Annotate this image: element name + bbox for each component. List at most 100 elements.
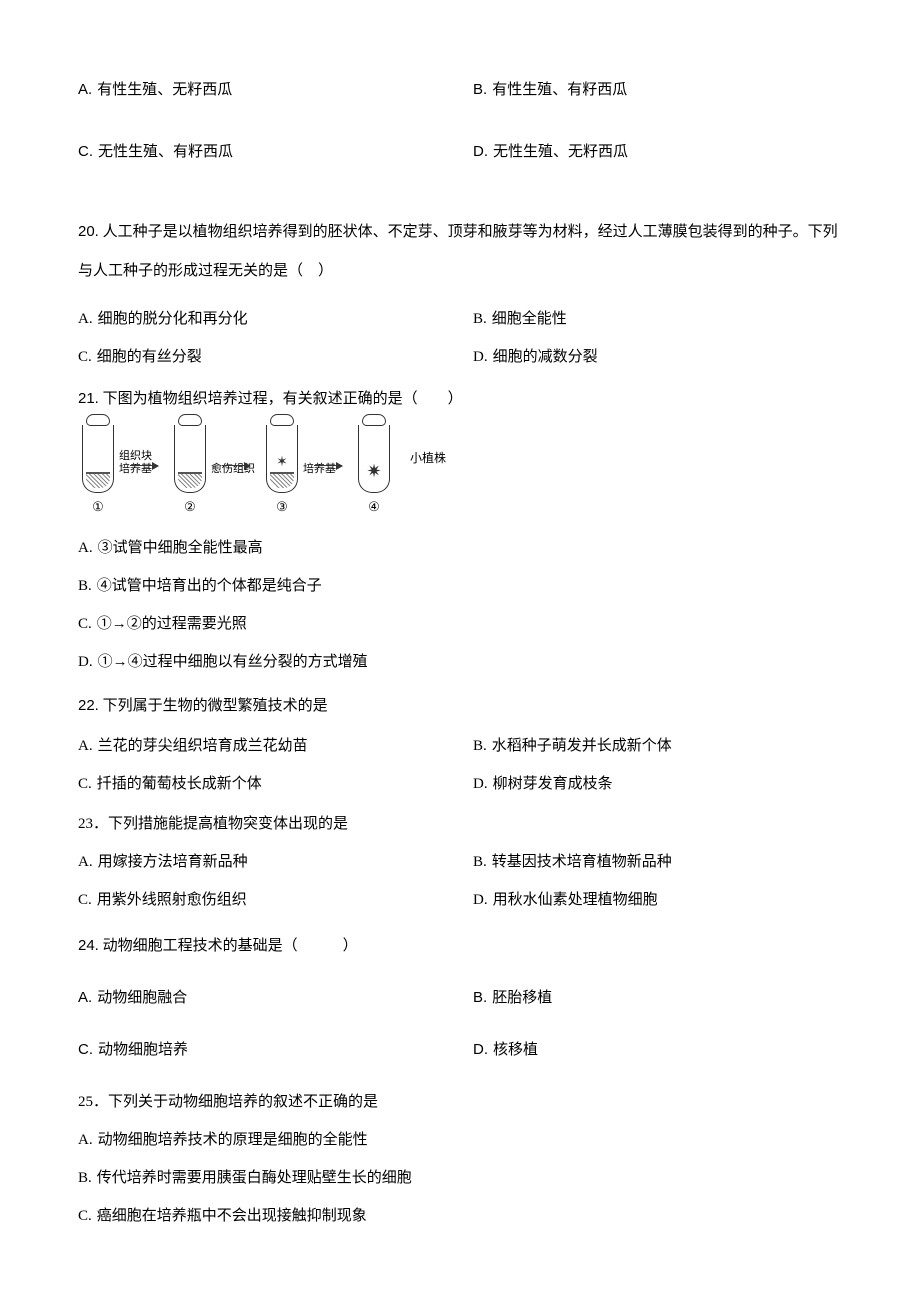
tube-cap-icon [270, 414, 294, 426]
q25-text: 下列关于动物细胞培养的叙述不正确的是 [108, 1094, 378, 1110]
tube-1-num: ① [92, 497, 104, 518]
option-b-label: B. [78, 574, 92, 598]
option-b-text: 传代培养时需要用胰蛋白酶处理贴壁生长的细胞 [97, 1166, 412, 1190]
option-b-label: B. [78, 1166, 92, 1190]
q20-options-row2: C. 细胞的有丝分裂 D. 细胞的减数分裂 [78, 345, 842, 369]
q22-options-row2: C. 扦插的葡萄枝长成新个体 D. 柳树芽发育成枝条 [78, 772, 842, 796]
option-b-text: 胚胎移植 [492, 986, 552, 1010]
q23-stem: 23．下列措施能提高植物突变体出现的是 [78, 812, 842, 836]
option-d-text: 细胞的减数分裂 [493, 345, 598, 369]
option-a-label: A. [78, 850, 93, 874]
q23-text: 下列措施能提高植物突变体出现的是 [108, 816, 348, 832]
option-b-label: B. [473, 986, 487, 1010]
option-c-label: C. [78, 772, 92, 796]
q22-option-d: D. 柳树芽发育成枝条 [473, 772, 842, 796]
option-b-text: 细胞全能性 [492, 307, 567, 331]
q20-text: 人工种子是以植物组织培养得到的胚状体、不定芽、顶芽和腋芽等为材料，经过人工薄膜包… [78, 224, 838, 279]
q21-num: 21. [78, 390, 99, 407]
tube-4-body: ✷ [358, 425, 390, 493]
q20-options-row1: A. 细胞的脱分化和再分化 B. 细胞全能性 [78, 307, 842, 331]
q21-option-a: A. ③试管中细胞全能性最高 [78, 536, 842, 560]
option-c-label: C. [78, 1204, 92, 1228]
option-c-label: C. [78, 612, 92, 636]
option-c-text: 无性生殖、有籽西瓜 [98, 140, 233, 164]
q20-stem: 20. 人工种子是以植物组织培养得到的胚状体、不定芽、顶芽和腋芽等为材料，经过人… [78, 212, 842, 291]
q22-options-row1: A. 兰花的芽尖组织培育成兰花幼苗 B. 水稻种子萌发并长成新个体 [78, 734, 842, 758]
option-c-label: C. [78, 345, 92, 369]
tube-3-body: ✶ 培养基 [266, 425, 298, 493]
q19-options-row2: C. 无性生殖、有籽西瓜 D. 无性生殖、无籽西瓜 [78, 140, 842, 164]
q24-option-d: D. 核移植 [473, 1038, 842, 1062]
q20-option-a: A. 细胞的脱分化和再分化 [78, 307, 473, 331]
option-b-label: B. [473, 78, 487, 102]
q25-stem: 25．下列关于动物细胞培养的叙述不正确的是 [78, 1090, 842, 1114]
q24-stem: 24. 动物细胞工程技术的基础是（ ） [78, 934, 842, 958]
q23-option-c: C. 用紫外线照射愈伤组织 [78, 888, 473, 912]
q22-text: 下列属于生物的微型繁殖技术的是 [103, 698, 328, 714]
q22-stem: 22. 下列属于生物的微型繁殖技术的是 [78, 694, 842, 718]
q22-num: 22. [78, 697, 99, 714]
option-b-label: B. [473, 734, 487, 758]
q23-option-d: D. 用秋水仙素处理植物细胞 [473, 888, 842, 912]
option-c-text: 细胞的有丝分裂 [97, 345, 202, 369]
option-a-text: 用嫁接方法培育新品种 [98, 850, 248, 874]
q21-stem: 21. 下图为植物组织培养过程，有关叙述正确的是（ ） [78, 387, 842, 411]
tube-1-label-1: 组织块 [119, 450, 152, 463]
tube-1: 组织块 培养基 ① [82, 425, 114, 518]
plant-icon: ✶ [276, 452, 288, 474]
q21-option-c: C. ①→②的过程需要光照 [78, 612, 842, 636]
option-b-text: 转基因技术培育植物新品种 [492, 850, 672, 874]
q21-option-b: B. ④试管中培育出的个体都是纯合子 [78, 574, 842, 598]
q23-num: 23． [78, 816, 108, 832]
option-d-text: ①→④过程中细胞以有丝分裂的方式增殖 [98, 650, 368, 674]
option-d-label: D. [473, 888, 488, 912]
option-c-text: 用紫外线照射愈伤组织 [97, 888, 247, 912]
option-d-text: 用秋水仙素处理植物细胞 [493, 888, 658, 912]
q25-option-c: C. 癌细胞在培养瓶中不会出现接触抑制现象 [78, 1204, 842, 1228]
option-d-label: D. [78, 650, 93, 674]
q23-option-b: B. 转基因技术培育植物新品种 [473, 850, 842, 874]
q23-options-row2: C. 用紫外线照射愈伤组织 D. 用秋水仙素处理植物细胞 [78, 888, 842, 912]
tube-4-num: ④ [368, 497, 380, 518]
option-d-text: 柳树芽发育成枝条 [493, 772, 613, 796]
option-a-label: A. [78, 986, 92, 1010]
q19-option-a: A. 有性生殖、无籽西瓜 [78, 78, 473, 102]
tube-1-labels: 组织块 培养基 [119, 450, 152, 476]
option-a-text: 动物细胞培养技术的原理是细胞的全能性 [98, 1128, 368, 1152]
tube-cap-icon [86, 414, 110, 426]
option-a-label: A. [78, 1128, 93, 1152]
option-a-label: A. [78, 78, 92, 102]
q19-options-row1: A. 有性生殖、无籽西瓜 B. 有性生殖、有籽西瓜 [78, 78, 842, 102]
q21-option-d: D. ①→④过程中细胞以有丝分裂的方式增殖 [78, 650, 842, 674]
q21-diagram: 组织块 培养基 ① 愈伤组织 ② ✶ 培养基 ③ [78, 425, 842, 518]
option-a-text: 细胞的脱分化和再分化 [98, 307, 248, 331]
arrow-3 [314, 432, 342, 500]
option-c-label: C. [78, 1038, 93, 1062]
option-d-label: D. [473, 1038, 488, 1062]
option-a-text: ③试管中细胞全能性最高 [98, 536, 263, 560]
tube-4-label: 小植株 [410, 449, 446, 468]
option-c-label: C. [78, 140, 93, 164]
option-a-text: 兰花的芽尖组织培育成兰花幼苗 [98, 734, 308, 758]
option-b-label: B. [473, 307, 487, 331]
q19-option-d: D. 无性生殖、无籽西瓜 [473, 140, 842, 164]
q24-num: 24. [78, 937, 99, 954]
q20-option-b: B. 细胞全能性 [473, 307, 842, 331]
tube-2-body: 愈伤组织 [174, 425, 206, 493]
q20-option-d: D. 细胞的减数分裂 [473, 345, 842, 369]
option-a-label: A. [78, 536, 93, 560]
tube-cap-icon [178, 414, 202, 426]
option-a-text: 动物细胞融合 [97, 986, 187, 1010]
option-c-text: 动物细胞培养 [98, 1038, 188, 1062]
option-d-text: 无性生殖、无籽西瓜 [493, 140, 628, 164]
option-b-text: 有性生殖、有籽西瓜 [492, 78, 627, 102]
option-c-text: 癌细胞在培养瓶中不会出现接触抑制现象 [97, 1204, 367, 1228]
arrow-2 [222, 432, 250, 500]
q22-option-a: A. 兰花的芽尖组织培育成兰花幼苗 [78, 734, 473, 758]
option-b-text: 水稻种子萌发并长成新个体 [492, 734, 672, 758]
q24-options-row2: C. 动物细胞培养 D. 核移植 [78, 1038, 842, 1062]
option-b-label: B. [473, 850, 487, 874]
q25-num: 25． [78, 1094, 108, 1110]
q25-option-b: B. 传代培养时需要用胰蛋白酶处理贴壁生长的细胞 [78, 1166, 842, 1190]
tube-1-body: 组织块 培养基 [82, 425, 114, 493]
